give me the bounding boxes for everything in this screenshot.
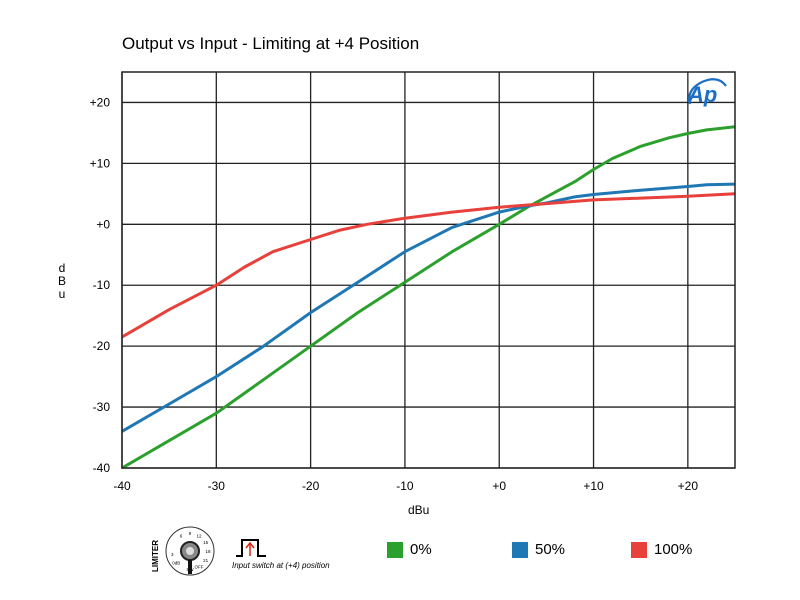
legend-swatch bbox=[631, 541, 647, 558]
y-tick-label: -10 bbox=[93, 278, 111, 292]
knob-mark: 12 bbox=[196, 533, 202, 538]
knob-mark: 6 bbox=[180, 533, 183, 538]
series-line-50pct bbox=[121, 182, 736, 433]
knob-mark: 0dB bbox=[172, 561, 180, 566]
knob-mark: 18 bbox=[205, 549, 211, 554]
legend-item: 100% bbox=[631, 541, 692, 558]
input-switch-icon bbox=[234, 536, 270, 565]
x-tick-label: -10 bbox=[396, 479, 414, 493]
x-axis-title: dBu bbox=[408, 503, 430, 517]
y-tick-label: -30 bbox=[93, 400, 111, 414]
legend-swatch bbox=[387, 541, 403, 558]
x-tick-label: +10 bbox=[583, 479, 604, 493]
y-axis-title: dBu bbox=[57, 261, 66, 301]
legend-label: 100% bbox=[654, 541, 693, 558]
knob-mark: 21 bbox=[203, 558, 209, 563]
legend-swatch bbox=[512, 541, 528, 558]
y-tick-label: +10 bbox=[90, 156, 111, 170]
y-tick-label: +20 bbox=[90, 95, 111, 109]
y-tick-label: +0 bbox=[96, 217, 110, 231]
y-tick-label: -40 bbox=[93, 461, 111, 475]
y-tick-label: -20 bbox=[93, 339, 111, 353]
svg-text:Ap: Ap bbox=[687, 82, 717, 107]
x-tick-label: +20 bbox=[678, 479, 699, 493]
series-line-100pct bbox=[121, 192, 736, 339]
grid bbox=[121, 72, 735, 469]
knob-mark: OFF bbox=[195, 565, 204, 570]
x-tick-label: -40 bbox=[113, 479, 131, 493]
ap-logo: Ap bbox=[682, 76, 730, 113]
series-lines bbox=[121, 125, 736, 470]
x-tick-label: -30 bbox=[208, 479, 226, 493]
limiter-knob: LIMITER 6912151821OFFSW0dB3 bbox=[150, 518, 226, 589]
knob-label: LIMITER bbox=[151, 540, 160, 572]
legend-item: 50% bbox=[512, 541, 565, 558]
chart-title: Output vs Input - Limiting at +4 Positio… bbox=[122, 34, 420, 53]
legend-label: 50% bbox=[535, 541, 566, 558]
switch-caption: Input switch at (+4) position bbox=[232, 561, 330, 570]
tick-labels: -40 -30 -20 -10 +0 +10 +20 -40 -30 -20 -10 +0 +10 +20 bbox=[90, 95, 699, 493]
legend-item: 0% bbox=[387, 541, 432, 558]
x-tick-label: +0 bbox=[492, 479, 506, 493]
knob-mark: 9 bbox=[189, 531, 192, 536]
legend-label: 0% bbox=[410, 541, 432, 558]
knob-mark: 3 bbox=[171, 552, 174, 557]
knob-mark: 15 bbox=[203, 540, 209, 545]
x-tick-label: -20 bbox=[302, 479, 320, 493]
